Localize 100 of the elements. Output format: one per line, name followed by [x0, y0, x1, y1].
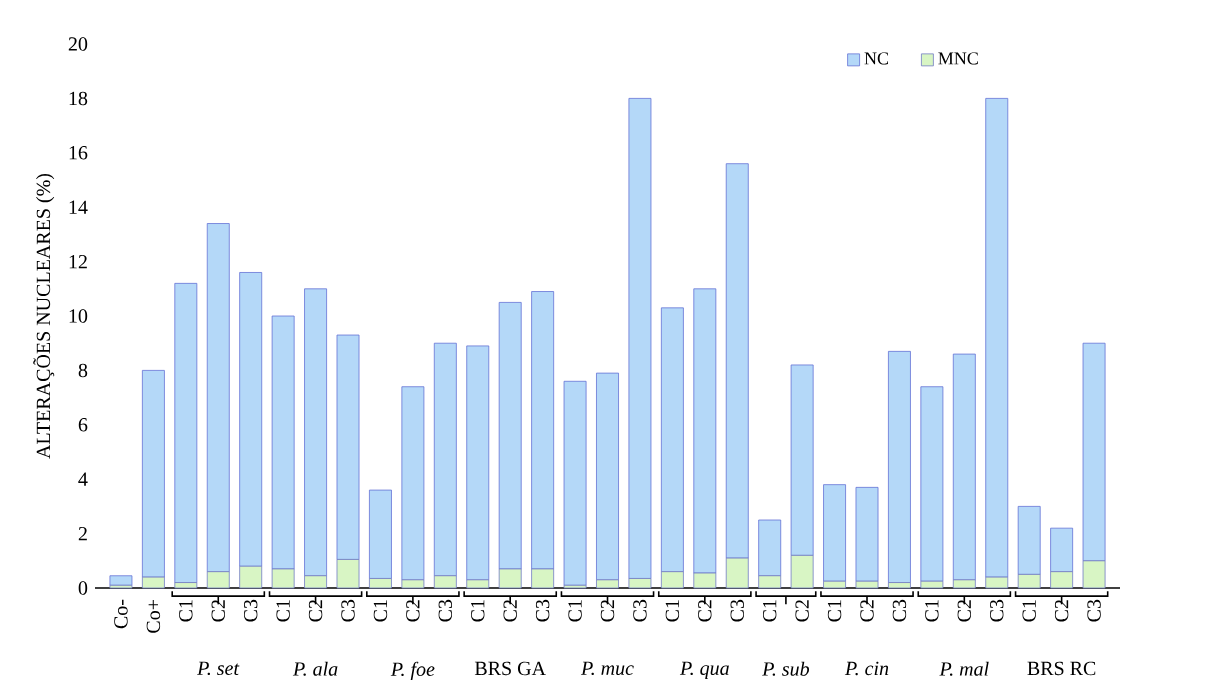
bar [920, 580, 944, 589]
x-tick-label: Co+ [146, 600, 161, 633]
x-tick-label: C2 [860, 600, 874, 622]
bar [531, 291, 555, 570]
bar [628, 578, 652, 589]
bar [336, 334, 360, 560]
x-tick-label: C3 [243, 599, 258, 622]
x-tick-label: C2 [698, 600, 712, 622]
bar [1050, 527, 1074, 573]
bar [239, 565, 263, 589]
bar [563, 380, 587, 586]
x-tick-label: C2 [308, 600, 323, 622]
bar [271, 568, 295, 589]
y-tick-label: 12 [69, 254, 87, 269]
bar [1017, 506, 1041, 575]
bar [758, 575, 782, 589]
bar [660, 307, 684, 573]
bar [336, 559, 360, 589]
bar [855, 486, 879, 582]
legend-label: MNC [938, 52, 978, 65]
x-tick-label: C2 [503, 600, 517, 622]
text: P. set [197, 661, 240, 676]
bar [109, 575, 133, 586]
bar [952, 353, 976, 581]
y-axis-title: ALTERAÇÕES NUCLEARES (%) [33, 173, 55, 459]
bar [790, 364, 814, 556]
bar [433, 575, 457, 589]
bar [693, 572, 717, 589]
y-tick-label: 4 [78, 472, 88, 486]
bar [531, 568, 555, 589]
bar [1050, 571, 1074, 589]
text: P. mal [939, 661, 989, 676]
x-tick-label: C1 [665, 600, 680, 622]
bar [1082, 342, 1106, 562]
bar [985, 98, 1009, 578]
bar [596, 372, 619, 581]
bar [369, 489, 392, 579]
bar [369, 578, 392, 589]
bar [206, 571, 230, 589]
bar [888, 582, 911, 589]
text: P. ala [292, 661, 338, 676]
x-tick-label: C1 [762, 600, 777, 622]
x-tick-label: C1 [276, 600, 290, 622]
bar [239, 272, 263, 567]
text: P. cin [844, 661, 889, 676]
x-tick-label: C3 [341, 599, 355, 622]
y-tick-label: 0 [78, 581, 88, 595]
x-tick-label: C1 [925, 600, 939, 622]
bar [563, 584, 587, 589]
x-tick-label: C3 [990, 599, 1004, 622]
y-tick-label: 16 [69, 146, 88, 160]
bar [1017, 574, 1041, 589]
bar [660, 571, 684, 589]
x-tick-label: C2 [957, 600, 972, 622]
bar [498, 568, 522, 589]
x-tick-label: C3 [730, 599, 744, 622]
bar [433, 342, 457, 577]
x-tick-label: C2 [795, 600, 809, 622]
x-tick-label: Co- [114, 599, 128, 629]
y-tick-label: 14 [69, 200, 88, 214]
bar [952, 579, 976, 589]
bar [401, 579, 425, 589]
bar [920, 386, 944, 582]
x-tick-label: C3 [892, 599, 907, 622]
bar [888, 350, 911, 583]
bar [466, 579, 490, 589]
y-tick-label: 18 [69, 91, 88, 106]
x-tick-label: C2 [211, 600, 225, 622]
bar [855, 580, 879, 589]
bar [790, 554, 814, 589]
bar [174, 582, 198, 589]
text: P. muc [580, 661, 634, 676]
bar [401, 386, 425, 581]
x-tick-label: C1 [179, 600, 193, 622]
bar [823, 580, 846, 589]
x-tick-label: C1 [568, 600, 582, 622]
x-tick-label: C3 [633, 599, 647, 622]
text: BRS RC [1027, 661, 1096, 676]
y-tick-label: 2 [78, 526, 87, 541]
bar [109, 584, 133, 589]
bar [758, 519, 782, 577]
bar [141, 576, 165, 589]
y-tick-label: 20 [68, 37, 88, 51]
bar [725, 557, 749, 589]
legend-label: NC [864, 52, 889, 65]
bar [628, 98, 652, 579]
y-tick-label: 10 [69, 309, 88, 323]
x-tick-label: C3 [1087, 599, 1101, 622]
bar [174, 282, 198, 583]
bar [725, 163, 749, 559]
bar [985, 576, 1009, 589]
y-tick-label: 6 [78, 418, 88, 432]
x-tick-label: C2 [406, 600, 420, 622]
y-tick-label: 8 [78, 363, 88, 378]
x-tick-label: C1 [471, 600, 485, 622]
bar [596, 579, 619, 589]
bar [304, 575, 327, 589]
x-tick-label: C1 [373, 600, 388, 622]
x-tick-label: C2 [1054, 600, 1069, 622]
bar [498, 302, 522, 570]
